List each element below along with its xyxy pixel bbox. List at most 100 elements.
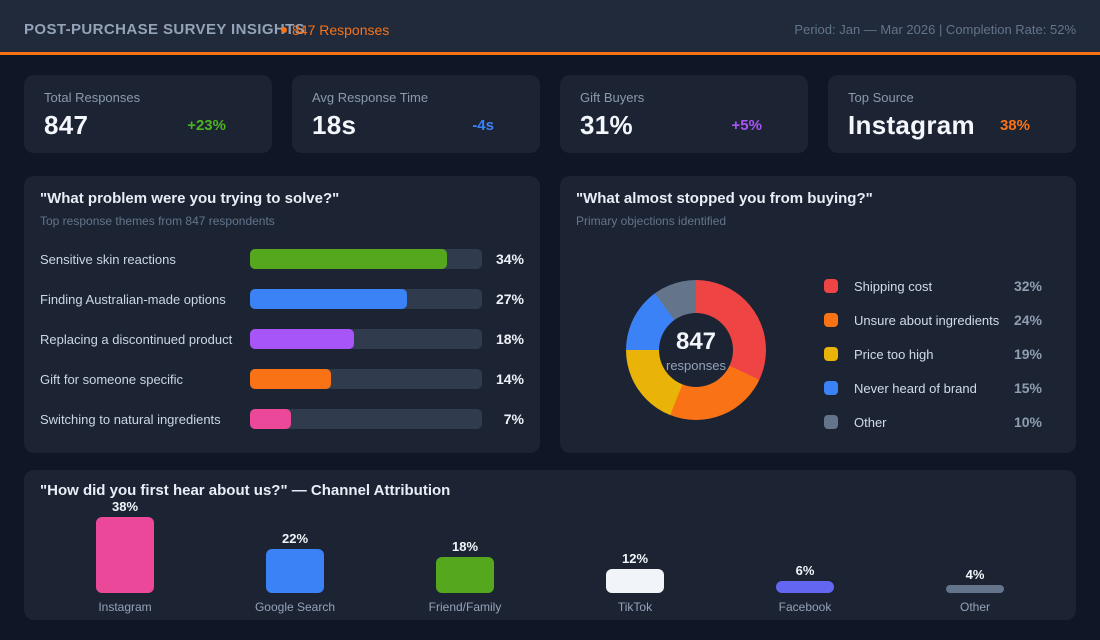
donut-legend: Shipping cost 32% Unsure about ingredients… <box>824 278 1042 430</box>
kpi-card-top-source: Top Source Instagram 38% <box>828 75 1076 153</box>
legend-item-label: Unsure about ingredients <box>854 312 1000 328</box>
column-bar <box>776 581 834 593</box>
period-info: Period: Jan — Mar 2026 | Completion Rate… <box>794 22 1076 37</box>
column-group: 38% Instagram <box>40 499 210 614</box>
responses-badge-label: 847 Responses <box>292 22 390 38</box>
bar-track <box>250 369 482 389</box>
legend-swatch-icon <box>824 415 838 429</box>
panel-subtitle: Top response themes from 847 respondents <box>40 214 275 228</box>
panel-channel-attribution: "How did you first hear about us?" — Cha… <box>24 470 1076 620</box>
panel-title: "What almost stopped you from buying?" <box>576 190 873 207</box>
column-category-label: TikTok <box>617 600 653 614</box>
dot-icon <box>281 27 287 33</box>
column-category-label: Other <box>959 600 990 614</box>
column-group: 6% Facebook <box>720 499 890 614</box>
panel-title: "How did you first hear about us?" — Cha… <box>40 482 451 499</box>
kpi-row: Total Responses 847 +23% Avg Response Ti… <box>24 75 1076 153</box>
bar-row: Gift for someone specific 14% <box>40 359 524 399</box>
bar-value-label: 7% <box>503 411 524 427</box>
legend-item-label: Other <box>854 414 887 430</box>
kpi-value: 18s <box>312 110 357 140</box>
legend-item-value: 15% <box>1013 380 1042 396</box>
bar-row-label: Replacing a discontinued product <box>40 331 233 347</box>
column-bar <box>266 549 324 593</box>
panel-problem-themes: "What problem were you trying to solve?"… <box>24 176 540 453</box>
column-category-label: Friend/Family <box>428 600 502 614</box>
legend-item-label: Price too high <box>854 346 934 362</box>
bar-row: Sensitive skin reactions 34% <box>40 239 524 279</box>
bar-track <box>250 289 482 309</box>
legend-item-label: Shipping cost <box>854 278 933 294</box>
kpi-delta: 38% <box>999 117 1030 134</box>
legend-item: Unsure about ingredients 24% <box>824 312 1042 328</box>
column-category-label: Facebook <box>778 600 832 614</box>
bar-row-label: Finding Australian-made options <box>40 291 226 307</box>
column-value-label: 12% <box>621 551 649 566</box>
bar-row-label: Sensitive skin reactions <box>40 251 176 267</box>
bar-fill <box>250 249 448 269</box>
panel-objections: "What almost stopped you from buying?" P… <box>560 176 1076 453</box>
legend-item-value: 32% <box>1013 278 1042 294</box>
column-group: 22% Google Search <box>210 499 380 614</box>
responses-badge: 847 Responses <box>281 22 389 38</box>
legend-swatch-icon <box>824 279 838 293</box>
donut-center: 847 responses <box>659 313 733 387</box>
kpi-delta: +5% <box>731 117 762 134</box>
mid-row: "What problem were you trying to solve?"… <box>24 176 1076 453</box>
bar-value-label: 14% <box>495 371 524 387</box>
column-value-label: 4% <box>965 567 985 582</box>
header: POST-PURCHASE SURVEY INSIGHTS 847 Respon… <box>0 0 1100 55</box>
legend-item-value: 19% <box>1013 346 1042 362</box>
bar-row: Switching to natural ingredients 7% <box>40 399 524 439</box>
column-chart: 38% Instagram 22% Google Search 18% Friend/Fa… <box>40 499 1060 614</box>
panel-subtitle: Primary objections identified <box>576 214 727 228</box>
column-group: 4% Other <box>890 499 1060 614</box>
bar-fill <box>250 409 291 429</box>
bar-track <box>250 329 482 349</box>
column-category-label: Google Search <box>254 600 336 614</box>
kpi-card-gift-buyers: Gift Buyers 31% +5% <box>560 75 808 153</box>
kpi-label: Total Responses <box>44 90 141 105</box>
legend-item-value: 24% <box>1013 312 1042 328</box>
bar-fill <box>250 369 332 389</box>
legend-item: Price too high 19% <box>824 346 1042 362</box>
kpi-label: Gift Buyers <box>580 90 645 105</box>
kpi-delta: +23% <box>187 117 226 134</box>
bar-value-label: 34% <box>495 251 524 267</box>
kpi-delta: -4s <box>472 117 494 134</box>
bar-value-label: 27% <box>495 291 524 307</box>
column-value-label: 6% <box>795 563 815 578</box>
bar-row: Finding Australian-made options 27% <box>40 279 524 319</box>
kpi-value: 847 <box>44 110 89 140</box>
column-category-label: Instagram <box>98 600 152 614</box>
column-bar <box>96 517 154 593</box>
bar-track <box>250 409 482 429</box>
bar-fill <box>250 289 407 309</box>
legend-swatch-icon <box>824 381 838 395</box>
legend-item: Other 10% <box>824 414 1042 430</box>
kpi-value: Instagram <box>848 110 975 140</box>
page-title: POST-PURCHASE SURVEY INSIGHTS <box>24 21 306 38</box>
bar-row: Replacing a discontinued product 18% <box>40 319 524 359</box>
column-group: 18% Friend/Family <box>380 499 550 614</box>
legend-item: Shipping cost 32% <box>824 278 1042 294</box>
legend-swatch-icon <box>824 313 838 327</box>
bar-row-label: Switching to natural ingredients <box>40 411 221 427</box>
column-bar <box>946 585 1004 593</box>
horizontal-bar-chart: Sensitive skin reactions 34% Finding Austr… <box>40 239 524 439</box>
donut-center-label: responses <box>666 357 726 373</box>
legend-item-value: 10% <box>1013 414 1042 430</box>
donut-chart-area: 847 responses Shipping cost 32% Unsure abo… <box>576 252 1060 430</box>
column-group: 12% TikTok <box>550 499 720 614</box>
kpi-card-total-responses: Total Responses 847 +23% <box>24 75 272 153</box>
bar-row-label: Gift for someone specific <box>40 371 184 387</box>
bar-track <box>250 249 482 269</box>
column-value-label: 22% <box>281 531 309 546</box>
bar-value-label: 18% <box>495 331 524 347</box>
bar-fill <box>250 329 355 349</box>
donut-chart: 847 responses <box>626 280 766 420</box>
column-bar <box>606 569 664 593</box>
kpi-label: Top Source <box>848 90 914 105</box>
column-bar <box>436 557 494 593</box>
column-value-label: 38% <box>111 499 139 514</box>
